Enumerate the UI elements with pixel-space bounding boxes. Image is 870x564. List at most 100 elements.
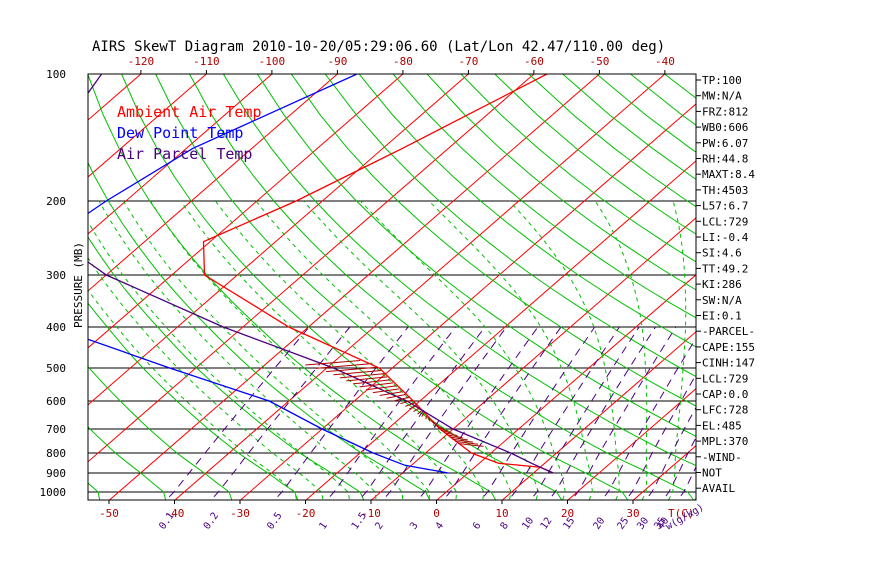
dry-adiabat-line	[427, 74, 870, 507]
pressure-tick-label: 800	[46, 447, 66, 460]
mixing-ratio-label: 0.5	[265, 511, 284, 532]
mixing-ratio-label: 0.2	[202, 511, 221, 532]
dry-adiabat-line	[665, 74, 870, 507]
isotherm-line	[0, 74, 75, 507]
bottom-temp-tick-label: 30	[626, 507, 639, 520]
dry-adiabat-line	[766, 74, 870, 507]
pressure-tick-label: 700	[46, 423, 66, 436]
mixing-ratio-line	[672, 327, 770, 507]
mixing-ratio-line	[596, 327, 703, 507]
mixing-ratio-label: 12	[539, 516, 555, 532]
bottom-temp-tick-label: 10	[495, 507, 508, 520]
legend-entry: Ambient Air Temp	[117, 103, 262, 121]
pressure-tick-label: 600	[46, 395, 66, 408]
y-axis-label: PRESSURE (MB)	[72, 242, 85, 328]
mixing-ratio-label: 10	[520, 516, 536, 532]
mixing-ratio-label: 20	[592, 516, 608, 532]
pressure-tick-label: 900	[46, 467, 66, 480]
dry-adiabat-line	[0, 74, 101, 507]
isotherm-line	[822, 74, 870, 507]
pressure-tick-label: 100	[46, 68, 66, 81]
mixing-ratio-label: 2	[373, 520, 385, 531]
index-label: PW:6.07	[702, 137, 748, 150]
bottom-temp-tick-label: -30	[230, 507, 250, 520]
isotherm-line	[0, 74, 10, 507]
index-label: MAXT:8.4	[702, 168, 755, 181]
index-label: SI:4.6	[702, 247, 742, 260]
index-label: TP:100	[702, 74, 742, 87]
dry-adiabat-line	[631, 74, 870, 507]
mixing-ratio-label: 1	[317, 520, 329, 531]
isotherm-line	[363, 74, 861, 507]
top-temp-tick-label: -70	[458, 55, 478, 68]
dry-adiabat-line	[732, 74, 870, 507]
dry-adiabat-line	[393, 74, 870, 507]
mixing-ratio-line	[620, 327, 724, 507]
top-temp-tick-label: -50	[589, 55, 609, 68]
cin-hatch-line	[387, 395, 406, 399]
top-temp-tick-label: -40	[655, 55, 675, 68]
top-temp-tick-label: -80	[393, 55, 413, 68]
top-temp-tick-label: -60	[524, 55, 544, 68]
pressure-tick-label: 300	[46, 269, 66, 282]
moist-adiabat-line	[429, 201, 592, 507]
bottom-temp-tick-label: -50	[99, 507, 119, 520]
index-label: MPL:370	[702, 435, 748, 448]
isotherm-line	[756, 74, 870, 507]
index-label: -WIND-	[702, 451, 742, 464]
pressure-tick-label: 400	[46, 321, 66, 334]
mixing-ratio-label: 8	[499, 520, 511, 531]
index-label: FRZ:812	[702, 105, 748, 118]
isotherm-line	[494, 74, 870, 507]
bottom-temp-tick-label: -20	[296, 507, 316, 520]
index-label: WB0:606	[702, 121, 748, 134]
top-temp-tick-label: -120	[128, 55, 155, 68]
index-label: KI:286	[702, 278, 742, 291]
dry-adiabat-line	[223, 74, 765, 507]
moist-adiabat-line	[304, 201, 539, 507]
index-label: L57:6.7	[702, 200, 748, 213]
mixing-ratio-line	[353, 327, 485, 507]
top-temp-tick-label: -90	[327, 55, 347, 68]
dry-adiabat-line	[359, 74, 870, 507]
index-label: LFC:728	[702, 404, 748, 417]
legend-entry: Dew Point Temp	[117, 124, 243, 142]
index-label: AVAIL	[702, 482, 735, 495]
moist-adiabat-line	[181, 201, 457, 507]
dry-adiabat-line	[495, 74, 870, 507]
dry-adiabat-line	[0, 74, 35, 507]
chart-title: AIRS SkewT Diagram 2010-10-20/05:29:06.6…	[92, 39, 665, 55]
index-label: EI:0.1	[702, 310, 742, 323]
moist-adiabat-line	[665, 201, 686, 507]
dry-adiabat-line	[529, 74, 870, 507]
index-label: LCL:729	[702, 372, 748, 385]
mixing-ratio-label: 6	[471, 520, 483, 531]
index-label: TT:49.2	[702, 262, 748, 275]
dry-adiabat-line	[190, 74, 699, 507]
top-temp-tick-label: -100	[259, 55, 286, 68]
dry-adiabat-line	[291, 74, 870, 507]
index-label: LI:-0.4	[702, 231, 749, 244]
legend-entry: Air Parcel Temp	[117, 145, 252, 163]
top-temp-tick-label: -110	[193, 55, 220, 68]
isotherm-line	[232, 74, 730, 507]
index-label: NOT	[702, 467, 722, 480]
index-label: MW:N/A	[702, 90, 742, 103]
moist-adiabat-line	[56, 201, 324, 507]
moist-adiabat-line	[361, 201, 566, 507]
index-label: LCL:729	[702, 215, 748, 228]
pressure-tick-label: 1000	[40, 486, 67, 499]
index-label: SW:N/A	[702, 294, 742, 307]
pressure-tick-label: 200	[46, 195, 66, 208]
index-label: -PARCEL-	[702, 325, 755, 338]
moist-adiabat-line	[77, 201, 351, 507]
mixing-ratio-line	[377, 327, 507, 507]
index-label: CAPE:155	[702, 341, 755, 354]
index-label: EL:485	[702, 419, 742, 432]
index-label: RH:44.8	[702, 153, 748, 166]
mixing-ratio-label: 3	[408, 520, 420, 531]
index-label: TH:4503	[702, 184, 748, 197]
mixing-ratio-line	[268, 327, 408, 507]
pressure-tick-label: 500	[46, 362, 66, 375]
